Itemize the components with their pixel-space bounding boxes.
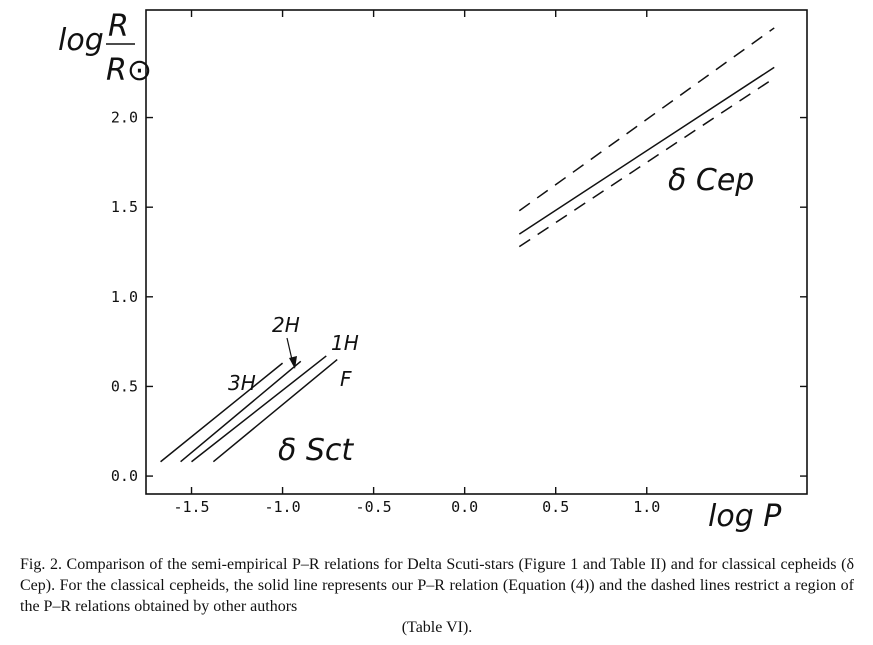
y-tick-label: 0.5 xyxy=(111,377,138,395)
series-line-cep-4 xyxy=(518,66,775,235)
y-tick-label: 1.0 xyxy=(111,288,138,306)
caption-text: Fig. 2. Comparison of the semi-empirical… xyxy=(20,556,854,615)
y-axis-label-den: R⊙ xyxy=(106,53,152,88)
label-2h: 2H xyxy=(272,313,300,337)
series-line-f xyxy=(212,358,338,463)
y-tick-label: 0.0 xyxy=(111,467,138,485)
figure-caption: Fig. 2. Comparison of the semi-empirical… xyxy=(20,554,854,638)
y-tick-label: 2.0 xyxy=(111,109,138,127)
label-f: F xyxy=(340,367,352,391)
label-1h: 1H xyxy=(331,331,359,355)
series-line-1h xyxy=(191,355,327,463)
series-line-3h xyxy=(160,362,284,463)
series-line-cep-5 xyxy=(518,27,775,212)
series-lines xyxy=(160,27,775,463)
x-tick-label: -1.0 xyxy=(265,498,301,516)
x-tick-label: 0.5 xyxy=(542,498,569,516)
chart: -1.5 -1.0 -0.5 0.0 0.5 1.0 0.0 0.5 1.0 1.5 2.0 log… xyxy=(58,9,808,534)
caption-text-end: (Table VI). xyxy=(401,619,473,636)
y-axis-label-num: R xyxy=(108,9,129,44)
label-3h: 3H xyxy=(228,371,256,395)
y-axis-label-log: log xyxy=(58,23,104,58)
x-axis-label: log P xyxy=(708,499,782,534)
x-tick-label: -1.5 xyxy=(173,498,209,516)
plot-frame xyxy=(145,9,808,495)
x-tick-label: 0.0 xyxy=(451,498,478,516)
x-tick-label: -0.5 xyxy=(356,498,392,516)
y-tick-label: 1.5 xyxy=(111,198,138,216)
annotation-dcep: δ Cep xyxy=(668,163,754,198)
series-line-2h xyxy=(180,360,302,463)
annotation-dsct: δ Sct xyxy=(278,433,354,468)
arrow-2h-head xyxy=(289,356,297,369)
series-line-cep-6 xyxy=(518,77,775,248)
axis-ticks: -1.5 -1.0 -0.5 0.0 0.5 1.0 0.0 0.5 1.0 1.5 2.0 xyxy=(111,10,807,516)
x-tick-label: 1.0 xyxy=(633,498,660,516)
